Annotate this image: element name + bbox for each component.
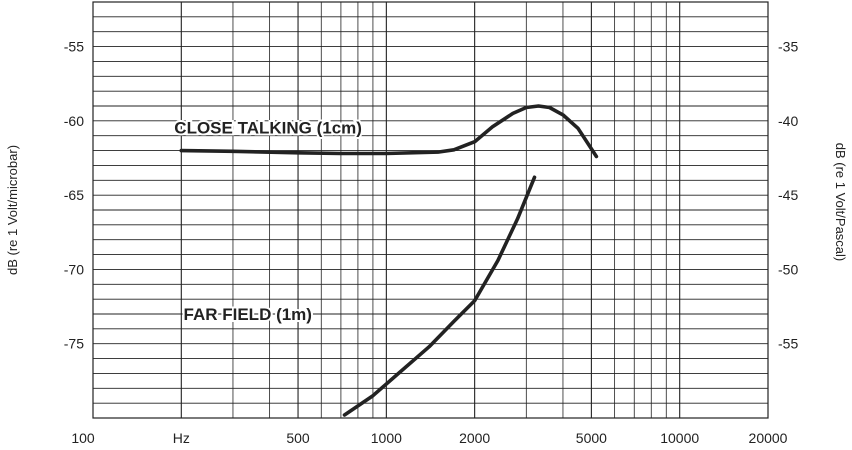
series-line-far-field [342, 175, 537, 417]
series-label-close-talking: CLOSE TALKING (1cm) [174, 118, 362, 137]
x-tick-label: 500 [286, 430, 310, 446]
label-layer: CLOSE TALKING (1cm) FAR FIELD (1m) [172, 116, 364, 325]
plot-frame [92, 1, 769, 419]
y-axis-title-left: dB (re 1 Volt/microbar) [5, 145, 20, 275]
y-tick-label-left: -70 [64, 261, 84, 277]
x-tick-label: Hz [173, 430, 190, 446]
y-tick-label-left: -55 [64, 39, 84, 55]
x-tick-label: 100 [71, 430, 95, 446]
grid [93, 1, 768, 419]
y-tick-label-right: -50 [778, 261, 798, 277]
y-tick-label-right: -35 [778, 39, 798, 55]
y-tick-label-right: -55 [778, 336, 798, 352]
y-tick-label-left: -65 [64, 187, 84, 203]
series-line-close-talking [179, 104, 599, 159]
series-layer [179, 104, 599, 417]
x-tick-label: 5000 [576, 430, 607, 446]
y-tick-label-left: -75 [64, 336, 84, 352]
y-tick-label-right: -40 [778, 113, 798, 129]
series-label-far-field: FAR FIELD (1m) [184, 305, 312, 324]
x-tick-label: 1000 [371, 430, 402, 446]
y-tick-label-right: -45 [778, 187, 798, 203]
x-tick-label: 2000 [459, 430, 490, 446]
y-axis-title-right: dB (re 1 Volt/Pascal) [833, 143, 848, 262]
x-tick-label: 20000 [749, 430, 788, 446]
y-tick-label-left: -60 [64, 113, 84, 129]
x-tick-label: 10000 [660, 430, 699, 446]
tick-layer: 100 Hz 500 1000 2000 5000 10000 20000 -55 -60 -65 -… [64, 39, 799, 446]
